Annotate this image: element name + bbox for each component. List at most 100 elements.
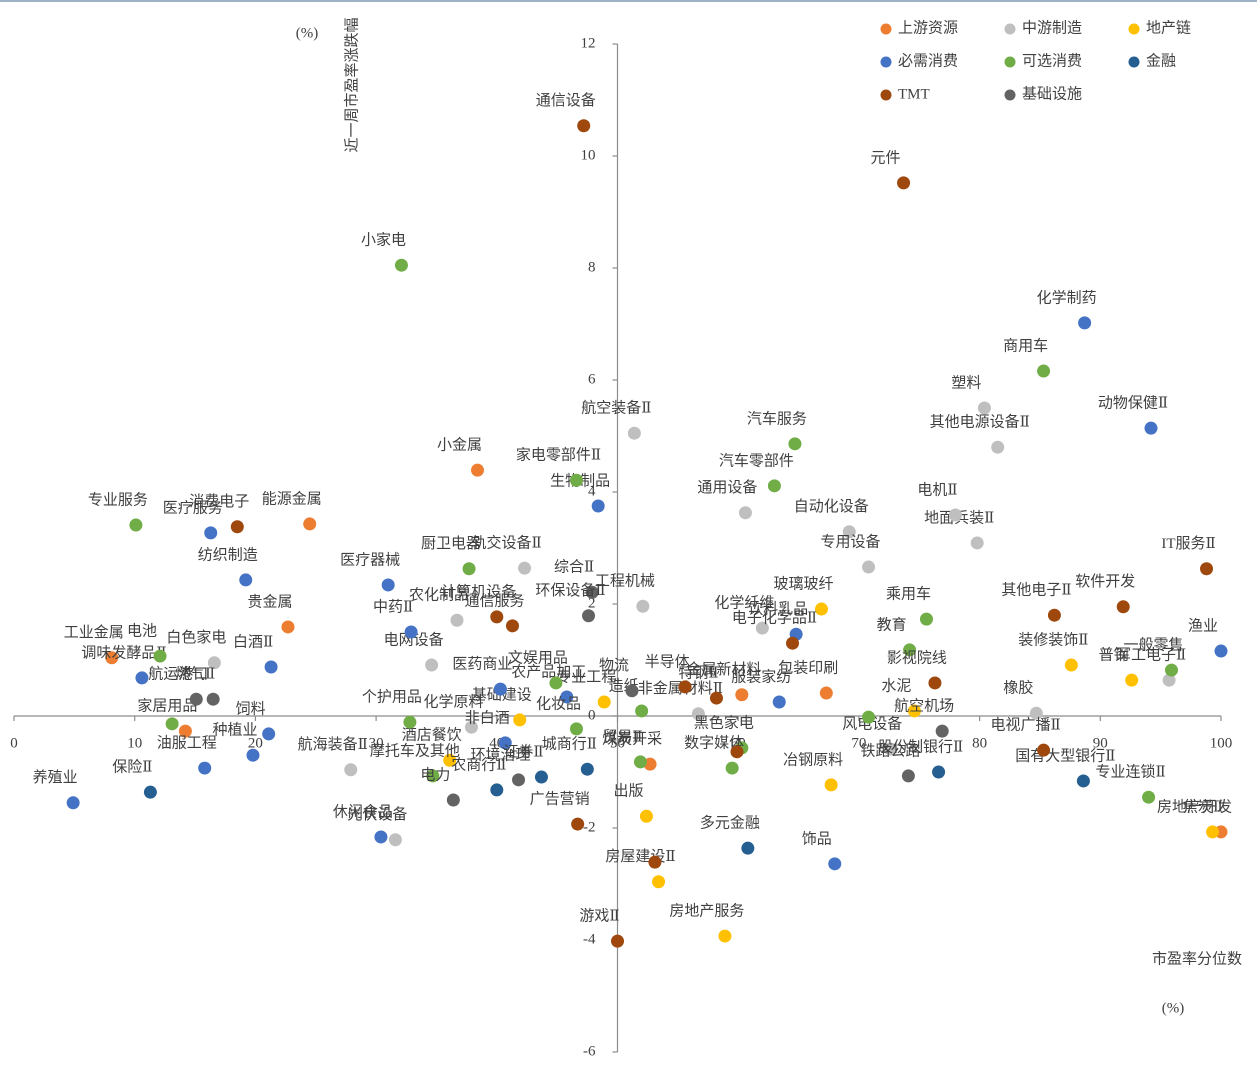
- point-label: 出版: [613, 783, 643, 800]
- point: [450, 613, 464, 627]
- point-label: 工程机械: [595, 573, 655, 590]
- point: [513, 713, 527, 727]
- legend-label: 地产链: [1146, 19, 1191, 36]
- point-label: 其他电子Ⅱ: [1001, 582, 1071, 599]
- y-unit: (%): [296, 25, 319, 41]
- point: [404, 625, 418, 639]
- point-label: 化学原料: [423, 694, 483, 711]
- point: [633, 755, 647, 769]
- legend-label: 可选消费: [1022, 52, 1082, 69]
- point: [425, 658, 439, 672]
- point: [569, 722, 583, 736]
- point-label: 城商行Ⅱ: [542, 736, 597, 753]
- point: [246, 748, 260, 762]
- point-label: 白色家电: [166, 629, 226, 646]
- point-label: 中药Ⅱ: [373, 598, 413, 615]
- point: [264, 660, 278, 674]
- point: [165, 717, 179, 731]
- point: [493, 682, 507, 696]
- point: [518, 561, 532, 575]
- point: [143, 785, 157, 799]
- point-label: 动物保健Ⅱ: [1098, 395, 1168, 412]
- point: [582, 609, 596, 623]
- point: [862, 560, 876, 574]
- point: [206, 692, 220, 706]
- point-label: 医疗器械: [340, 551, 400, 568]
- point: [691, 707, 705, 721]
- point: [970, 536, 984, 550]
- point-label: 其他电源设备Ⅱ: [930, 414, 1030, 431]
- point-label: 塑料: [951, 374, 981, 391]
- point: [230, 520, 244, 534]
- point: [730, 745, 744, 759]
- point: [374, 830, 388, 844]
- point-label: 综合Ⅱ: [554, 559, 594, 576]
- point-label: 小家电: [361, 232, 406, 249]
- point-label: 电子化学品Ⅱ: [732, 610, 817, 627]
- point-label: 酒店餐饮: [402, 727, 462, 744]
- point-label: 光伏设备: [347, 806, 407, 823]
- point: [153, 649, 167, 663]
- point: [814, 602, 828, 616]
- point-label: 房地产服务: [669, 903, 744, 920]
- point: [1064, 658, 1078, 672]
- point-label: 汽车零部件: [719, 452, 794, 469]
- point: [948, 508, 962, 522]
- point-label: 军工电子Ⅱ: [1116, 647, 1186, 664]
- point-label: 包装印刷: [778, 659, 838, 676]
- point-label: 环境治理: [471, 745, 531, 763]
- point: [403, 715, 417, 729]
- point-label: 保险Ⅱ: [112, 759, 152, 776]
- point: [560, 690, 574, 704]
- point-label: 房地产开发: [1157, 798, 1232, 815]
- point-label: 软件开发: [1075, 573, 1135, 590]
- point: [189, 692, 203, 706]
- point: [204, 526, 218, 540]
- point-label: 渔业: [1188, 617, 1218, 634]
- point: [490, 610, 504, 624]
- point: [928, 676, 942, 690]
- point: [611, 934, 624, 948]
- point-label: 航空机场: [894, 698, 954, 715]
- y-tick-label: 8: [588, 259, 596, 275]
- point-label: 商用车: [1003, 337, 1048, 354]
- point: [907, 704, 921, 718]
- point-label: 专业服务: [88, 491, 148, 508]
- legend-marker: [1004, 56, 1016, 68]
- point: [66, 796, 80, 810]
- point: [569, 473, 583, 487]
- point: [991, 440, 1005, 454]
- legend-marker: [880, 23, 892, 35]
- point-label: 消费电子: [189, 493, 249, 510]
- point-label: 房屋建设Ⅱ: [605, 848, 675, 865]
- point-label: 元件: [871, 149, 901, 166]
- point: [1078, 316, 1092, 330]
- point-label: 油服工程: [157, 735, 217, 752]
- point-label: 化学纤维: [714, 595, 774, 612]
- point-label: 通信设备: [536, 92, 596, 109]
- point: [1076, 774, 1090, 788]
- point: [1029, 706, 1043, 720]
- y-tick-label: 6: [588, 371, 596, 387]
- point: [207, 656, 221, 670]
- x-tick-label: 10: [127, 735, 142, 751]
- x-axis-label: 市盈率分位数: [1152, 950, 1242, 967]
- point-label: 小金属: [437, 437, 482, 454]
- point-label: 家居用品: [137, 698, 197, 715]
- point-label: 计算机设备: [441, 582, 516, 600]
- legend-marker: [1128, 56, 1140, 68]
- point: [901, 769, 915, 783]
- x-tick-label: 100: [1210, 735, 1233, 751]
- legend-marker: [1004, 23, 1016, 35]
- y-tick-label: -2: [583, 819, 596, 835]
- point: [388, 833, 402, 847]
- point: [636, 599, 650, 613]
- legend-label: 金融: [1146, 52, 1176, 69]
- legend-label: 上游资源: [898, 19, 958, 36]
- point-label: 专用设备: [821, 533, 881, 550]
- legend-marker: [1004, 89, 1016, 101]
- point: [709, 691, 723, 705]
- point: [534, 770, 548, 784]
- point: [741, 841, 755, 855]
- point-label: 休闲食品: [333, 803, 393, 820]
